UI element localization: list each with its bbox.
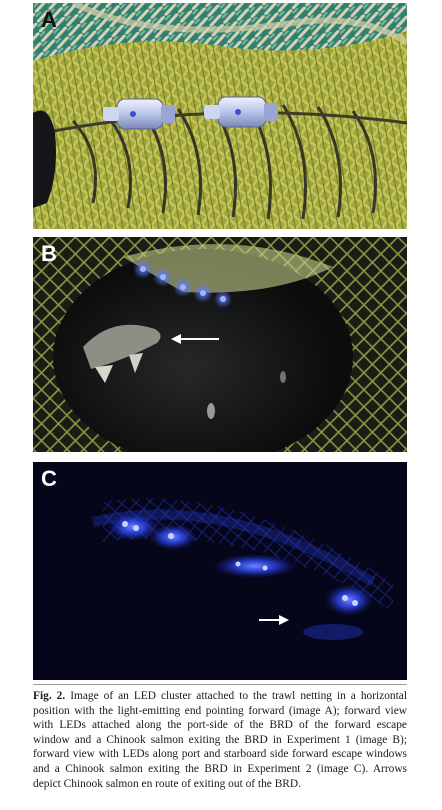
panel-c-illustration [33, 462, 407, 680]
led-cluster-c-4 [325, 584, 373, 616]
caption-text: Image of an LED cluster attached to the … [33, 690, 407, 790]
panel-c-letter: C [41, 466, 57, 491]
led-row-b [133, 259, 232, 308]
salmon-b [83, 324, 161, 383]
led-cluster-right [204, 96, 278, 128]
panel-a-letter: A [41, 7, 57, 32]
led-cluster-left [103, 98, 175, 130]
led-cluster-c-3 [213, 554, 297, 578]
arrow-b [171, 334, 219, 344]
panel-a-photo: A [33, 3, 407, 229]
led-cluster-c-1 [107, 513, 159, 541]
panel-b-letter: B [41, 241, 57, 266]
panel-b-illustration [33, 237, 407, 452]
figure-caption: Fig. 2. Image of an LED cluster attached… [33, 689, 407, 791]
panel-c-photo: C [33, 462, 407, 680]
caption-divider [33, 684, 407, 685]
arrow-c [259, 615, 289, 625]
panel-b-photo: B [33, 237, 407, 452]
led-cluster-c-2 [149, 524, 197, 550]
caption-label: Fig. 2. [33, 690, 66, 702]
panel-a-illustration [33, 3, 407, 229]
